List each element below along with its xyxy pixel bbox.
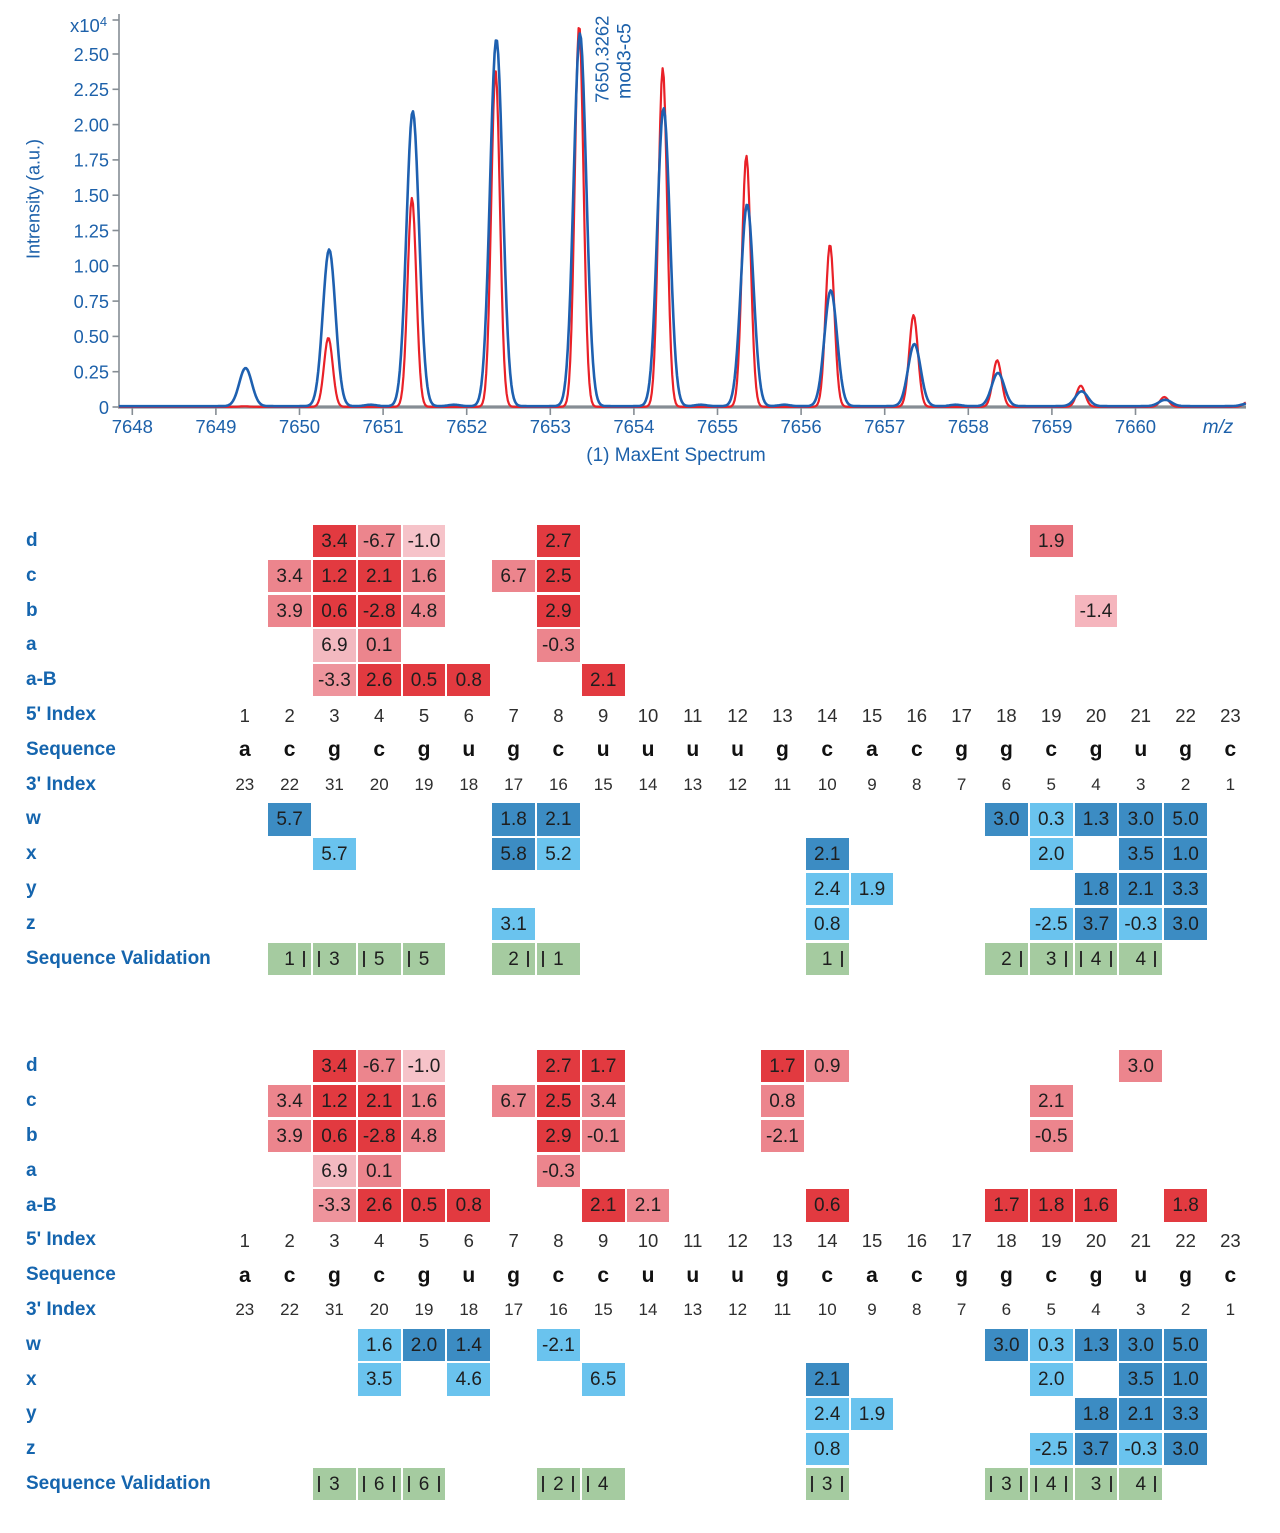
svg-text:0: 0 — [99, 398, 109, 418]
svg-text:2.25: 2.25 — [74, 80, 109, 100]
svg-text:1.25: 1.25 — [74, 221, 109, 241]
svg-text:mod3-c5: mod3-c5 — [614, 23, 636, 99]
svg-text:7650: 7650 — [279, 416, 320, 437]
svg-text:Intrensity (a.u.): Intrensity (a.u.) — [24, 139, 44, 259]
svg-text:7649: 7649 — [195, 416, 236, 437]
svg-text:2.00: 2.00 — [74, 115, 109, 135]
svg-text:7658: 7658 — [948, 416, 989, 437]
svg-text:0.75: 0.75 — [74, 292, 109, 312]
svg-text:7657: 7657 — [864, 416, 905, 437]
svg-text:7651: 7651 — [363, 416, 404, 437]
svg-text:7654: 7654 — [613, 416, 654, 437]
svg-text:m/z: m/z — [1203, 417, 1234, 438]
svg-text:1.50: 1.50 — [74, 186, 109, 206]
svg-text:1.75: 1.75 — [74, 151, 109, 171]
svg-text:0.50: 0.50 — [74, 327, 109, 347]
svg-text:7648: 7648 — [112, 416, 153, 437]
svg-text:7650.3262: 7650.3262 — [592, 16, 613, 103]
svg-text:7656: 7656 — [781, 416, 822, 437]
svg-text:1.00: 1.00 — [74, 257, 109, 277]
svg-text:7659: 7659 — [1031, 416, 1072, 437]
svg-text:2.50: 2.50 — [74, 45, 109, 65]
svg-text:x104: x104 — [70, 14, 107, 36]
svg-text:7655: 7655 — [697, 416, 738, 437]
svg-text:(1) MaxEnt Spectrum: (1) MaxEnt Spectrum — [586, 445, 766, 466]
svg-text:7652: 7652 — [446, 416, 487, 437]
svg-text:7660: 7660 — [1115, 416, 1156, 437]
svg-text:7653: 7653 — [530, 416, 571, 437]
svg-text:0.25: 0.25 — [74, 363, 109, 383]
